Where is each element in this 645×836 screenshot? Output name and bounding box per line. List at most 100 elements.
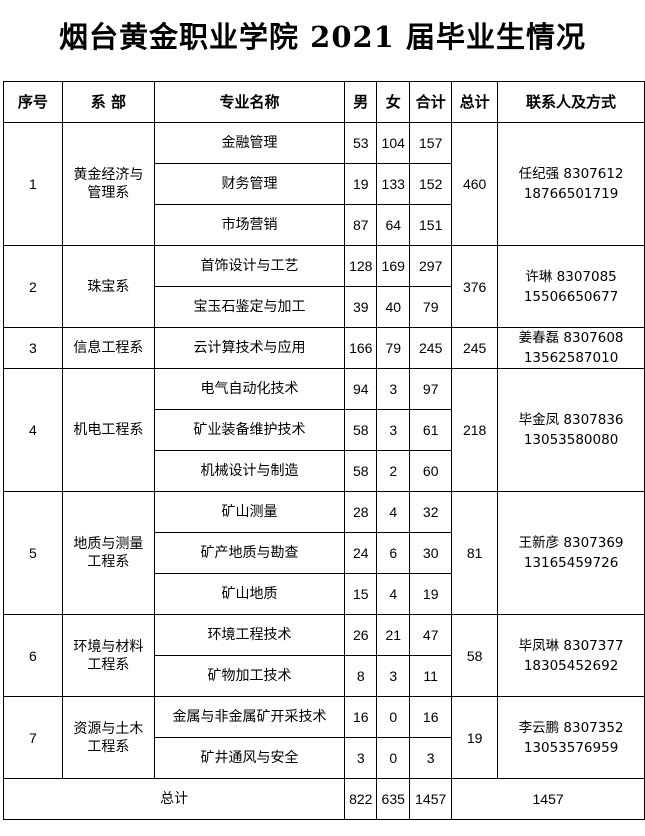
female-count: 40 (376, 286, 411, 328)
major-sum: 151 (409, 204, 453, 246)
male-count: 87 (344, 204, 378, 246)
male-count: 8 (344, 655, 378, 697)
major-sum: 60 (409, 450, 453, 492)
department-no: 3 (3, 327, 63, 369)
department-name-text: 环境与材料工程系 (73, 638, 144, 673)
table-row: 财务管理 19 133 152 (4, 163, 645, 205)
department-name-text: 机电工程系 (73, 422, 144, 438)
male-count: 26 (344, 614, 378, 656)
contact-name: 许琳 8307085 (525, 268, 617, 285)
department-total: 460 (451, 122, 499, 246)
contact-name: 毕凤琳 8307377 (518, 637, 624, 654)
major-sum: 297 (409, 245, 453, 287)
contact-name: 毕金凤 8307836 (518, 412, 624, 428)
header-sum: 合计 (409, 81, 453, 123)
department-name-text: 黄金经济与管理系 (73, 167, 144, 201)
major-sum: 30 (409, 532, 453, 574)
contact: 许琳 8307085 15506650677 (497, 245, 645, 328)
contact: 姜春磊 8307608 13562587010 (497, 327, 645, 369)
contact-phone: 13053576959 (523, 739, 619, 756)
department-name: 环境与材料工程系 (61, 614, 155, 697)
department-no: 4 (3, 368, 63, 492)
footer-total: 1457 (451, 778, 645, 820)
major-name: 宝玉石鉴定与加工 (153, 286, 346, 328)
department-name: 信息工程系 (61, 327, 155, 369)
major-name: 机械设计与制造 (153, 450, 346, 492)
major-sum: 61 (409, 409, 453, 451)
female-count: 21 (376, 614, 411, 656)
footer-row: 总计 822 635 1457 1457 (2, 778, 645, 820)
table-row: 机械设计与制造 58 2 60 (4, 450, 645, 492)
male-count: 53 (344, 122, 378, 164)
male-count: 128 (344, 245, 378, 287)
major-sum: 152 (409, 163, 453, 205)
department-total: 19 (451, 696, 499, 779)
table-row: 5 地质与测量工程系 矿山测量 28 4 32 81 王新彦 8307369 131654597… (3, 491, 645, 615)
table-row: 7 资源与土木工程系 金属与非金属矿开采技术 16 0 16 19 李云鹏 8307352 13… (3, 696, 645, 779)
table-row: 矿物加工技术 8 3 11 (4, 655, 645, 697)
major-name: 矿井通风与安全 (153, 737, 346, 779)
major-sum: 3 (409, 737, 453, 779)
contact-phone: 13165459726 (523, 555, 619, 571)
department-name-text: 珠宝系 (87, 278, 130, 295)
table-row: 4 机电工程系 电气自动化技术 94 3 97 218 毕金凤 8307836 13053580… (3, 368, 645, 492)
major-sum: 16 (409, 696, 453, 738)
department-name-text: 资源与土木工程系 (73, 720, 144, 755)
table-row: 矿产地质与勘查 24 6 30 (4, 532, 645, 574)
department-no: 1 (3, 122, 63, 246)
major-sum: 245 (409, 327, 453, 369)
male-count: 24 (344, 532, 378, 574)
female-count: 6 (376, 532, 411, 574)
male-count: 19 (344, 163, 378, 205)
female-count: 104 (376, 122, 411, 164)
page-title: 烟台黄金职业学院 2021 届毕业生情况 (59, 20, 586, 54)
table-row: 6 环境与材料工程系 环境工程技术 26 21 47 58 毕凤琳 8307377 183054… (3, 614, 645, 697)
header-department: 系 部 (61, 81, 155, 123)
header-row: 序号 系 部 专业名称 男 女 合计 总计 联系人及方式 (3, 81, 645, 123)
female-count: 3 (376, 655, 411, 697)
footer-label: 总计 (2, 778, 346, 820)
major-name: 市场营销 (153, 204, 346, 246)
major-name: 矿山地质 (153, 573, 346, 615)
header-male: 男 (344, 81, 378, 123)
contact-phone: 18305452692 (523, 657, 619, 674)
table-row: 2 珠宝系 首饰设计与工艺 128 169 297 376 许琳 8307085 1550665… (3, 245, 645, 328)
major-sum: 97 (409, 368, 453, 410)
contact: 毕金凤 8307836 13053580080 (497, 368, 645, 492)
female-count: 4 (376, 491, 411, 533)
table-row: 矿业装备维护技术 58 3 61 (4, 409, 645, 451)
footer-male: 822 (344, 778, 378, 820)
department-total: 245 (451, 327, 499, 369)
male-count: 58 (344, 409, 378, 451)
major-sum: 32 (409, 491, 453, 533)
department-name: 黄金经济与管理系 (61, 122, 155, 246)
contact: 毕凤琳 8307377 18305452692 (497, 614, 645, 697)
major-name: 财务管理 (153, 163, 346, 205)
female-count: 0 (376, 696, 411, 738)
department-no: 2 (3, 245, 63, 328)
contact: 任纪强 8307612 18766501719 (497, 122, 645, 246)
female-count: 79 (376, 327, 411, 369)
female-count: 169 (376, 245, 411, 287)
female-count: 3 (376, 409, 411, 451)
female-count: 2 (376, 450, 411, 492)
male-count: 3 (344, 737, 378, 779)
major-name: 云计算技术与应用 (153, 327, 346, 369)
major-name: 金融管理 (153, 122, 346, 164)
header-no: 序号 (3, 81, 63, 123)
department-total: 81 (451, 491, 499, 615)
male-count: 15 (344, 573, 378, 615)
contact-phone: 13053580080 (523, 432, 619, 448)
department-no: 7 (3, 696, 63, 779)
male-count: 16 (344, 696, 378, 738)
contact: 王新彦 8307369 13165459726 (497, 491, 645, 615)
table-row: 矿井通风与安全 3 0 3 (4, 737, 645, 779)
contact-name: 任纪强 8307612 (518, 166, 624, 182)
major-name: 环境工程技术 (153, 614, 346, 656)
contact-name: 姜春磊 8307608 (518, 330, 624, 346)
female-count: 3 (376, 368, 411, 410)
male-count: 28 (344, 491, 378, 533)
major-name: 矿山测量 (153, 491, 346, 533)
table-row: 宝玉石鉴定与加工 39 40 79 (4, 286, 645, 328)
table-row: 市场营销 87 64 151 (4, 204, 645, 246)
